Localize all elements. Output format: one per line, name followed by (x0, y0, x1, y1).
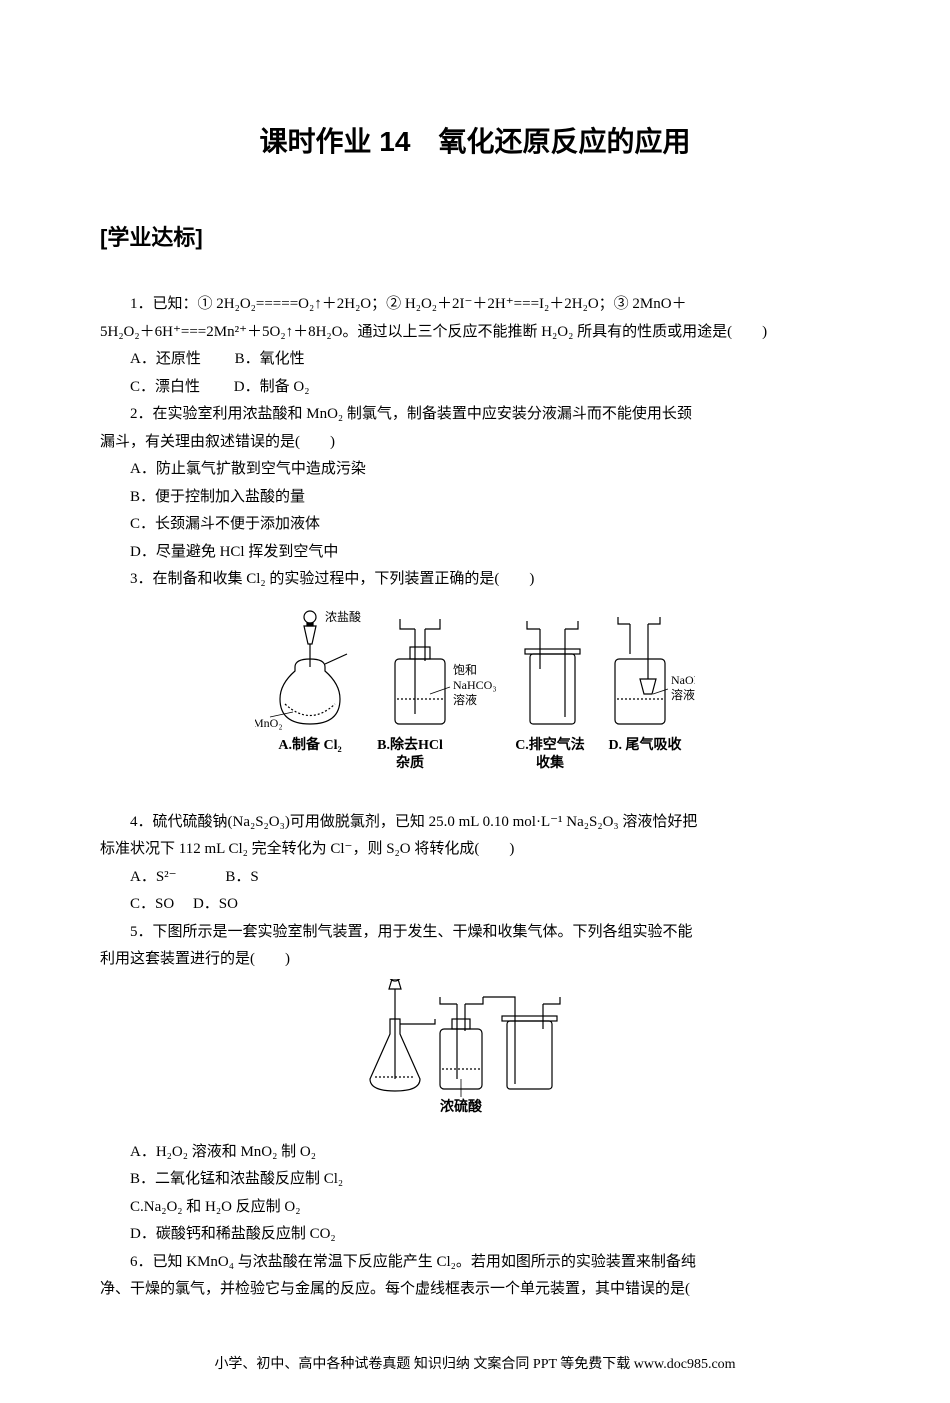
q3B-caption-l1: B.除去HCl (377, 736, 443, 753)
q2-stem-line2: 漏斗，有关理由叙述错误的是( ) (100, 430, 850, 456)
q5-optB: B．二氧化锰和浓盐酸反应制 Cl₂ (100, 1167, 850, 1193)
q3A-mno2-label: MnO₂ (255, 716, 283, 730)
q1-stem-line1: 1．已知：① 2H₂O₂=====O₂↑＋2H₂O；② H₂O₂＋2I⁻＋2H⁺… (100, 292, 850, 318)
q2-optA: A．防止氯气扩散到空气中造成污染 (100, 457, 850, 483)
q4-optB: B．S (225, 869, 258, 885)
q3-figure: 浓盐酸 MnO₂ 饱和 NaHCO₃ 溶液 (100, 599, 850, 804)
q4-options-line2: C．SO D．SO (100, 892, 850, 918)
q4-optC: C．SO (130, 896, 174, 912)
section-heading: [学业达标] (100, 220, 850, 252)
q2-stem-line1: 2．在实验室利用浓盐酸和 MnO₂ 制氯气，制备装置中应安装分液漏斗而不能使用长… (100, 402, 850, 428)
q1-optB: B．氧化性 (235, 351, 305, 367)
q3A-top-label: 浓盐酸 (325, 609, 361, 624)
q3-apparatus-svg: 浓盐酸 MnO₂ 饱和 NaHCO₃ 溶液 (255, 599, 695, 799)
q4-optA: A．S²⁻ (130, 869, 177, 885)
page-footer: 小学、初中、高中各种试卷真题 知识归纳 文案合同 PPT 等免费下载 www.d… (100, 1353, 850, 1373)
q3-stem: 3．在制备和收集 Cl₂ 的实验过程中，下列装置正确的是( ) (100, 567, 850, 593)
q3B-caption-l2: 杂质 (396, 754, 424, 771)
q3B-label-l2: NaHCO₃ (453, 678, 497, 692)
q6-stem-line1: 6．已知 KMnO₄ 与浓盐酸在常温下反应能产生 Cl₂。若用如图所示的实验装置… (100, 1250, 850, 1276)
q2-optC: C．长颈漏斗不便于添加液体 (100, 512, 850, 538)
q4-optD: D．SO (193, 896, 238, 912)
page-title: 课时作业 14 氧化还原反应的应用 (100, 120, 850, 160)
q2-optD: D．尽量避免 HCl 挥发到空气中 (100, 540, 850, 566)
q3D-caption: D. 尾气吸收 (608, 736, 682, 753)
q4-options-line1: A．S²⁻ B．S (100, 865, 850, 891)
q1-optD: D．制备 O₂ (234, 379, 310, 395)
q3C-caption-l2: 收集 (536, 754, 565, 771)
q1-stem-line2: 5H₂O₂＋6H⁺===2Mn²⁺＋5O₂↑＋8H₂O。通过以上三个反应不能推断… (100, 320, 850, 346)
q3B-label-l3: 溶液 (453, 692, 477, 707)
q5-optC: C.Na₂O₂ 和 H₂O 反应制 O₂ (100, 1195, 850, 1221)
q3D-label-l2: 溶液 (671, 687, 695, 702)
q5-optD: D．碳酸钙和稀盐酸反应制 CO₂ (100, 1222, 850, 1248)
q5-figure: 浓硫酸 (100, 979, 850, 1134)
q1-optA: A．还原性 (130, 351, 201, 367)
q3B-label-l1: 饱和 (453, 662, 477, 677)
q3A-caption: A.制备 Cl₂ (278, 736, 341, 753)
q5-stem-line2: 利用这套装置进行的是( ) (100, 947, 850, 973)
q4-stem-line2: 标准状况下 112 mL Cl₂ 完全转化为 Cl⁻，则 S₂O 将转化成( ) (100, 837, 850, 863)
q5-optA: A．H₂O₂ 溶液和 MnO₂ 制 O₂ (100, 1140, 850, 1166)
q5-stem-line1: 5．下图所示是一套实验室制气装置，用于发生、干燥和收集气体。下列各组实验不能 (100, 920, 850, 946)
q5-fig-label: 浓硫酸 (440, 1098, 483, 1115)
q3D-label-l1: NaOH (671, 673, 695, 687)
q6-stem-line2: 净、干燥的氯气，并检验它与金属的反应。每个虚线框表示一个单元装置，其中错误的是( (100, 1277, 850, 1303)
q1-options-line2: C．漂白性 D．制备 O₂ (100, 375, 850, 401)
q2-optB: B．便于控制加入盐酸的量 (100, 485, 850, 511)
q5-apparatus-svg: 浓硫酸 (355, 979, 595, 1129)
q4-stem-line1: 4．硫代硫酸钠(Na₂S₂O₃)可用做脱氯剂，已知 25.0 mL 0.10 m… (100, 810, 850, 836)
q3C-caption-l1: C.排空气法 (515, 736, 585, 753)
q1-options-line1: A．还原性 B．氧化性 (100, 347, 850, 373)
q1-optC: C．漂白性 (130, 379, 200, 395)
